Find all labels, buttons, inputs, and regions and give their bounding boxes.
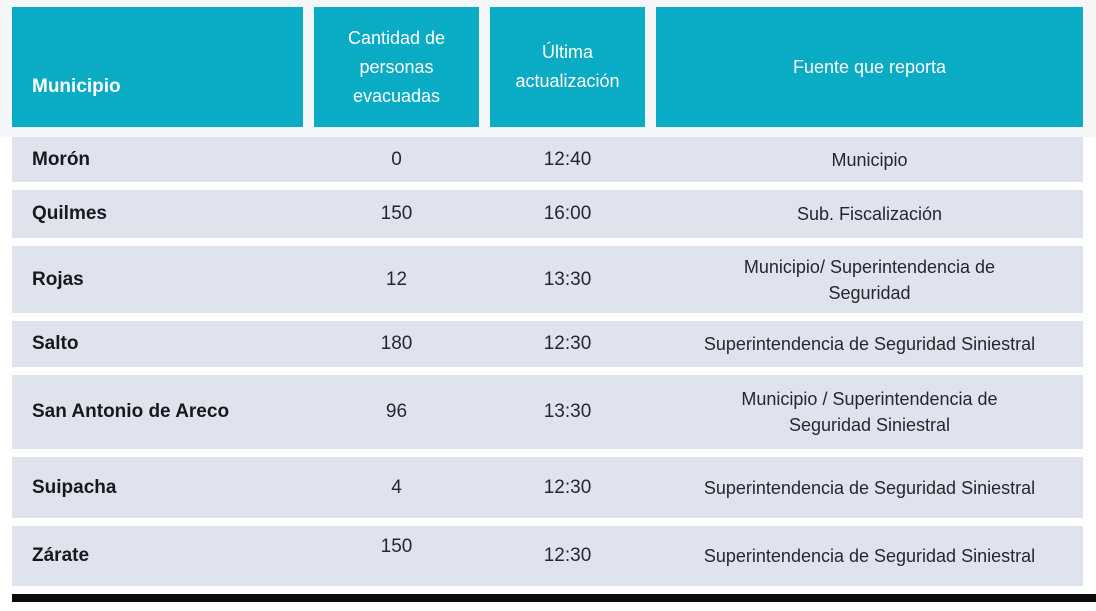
cell-personas-evacuadas: 150 <box>380 203 413 224</box>
cell-municipio: Morón <box>32 148 91 170</box>
cell-municipio: San Antonio de Areco <box>32 401 230 422</box>
cell-ultima-actualizacion: 12:40 <box>543 148 592 170</box>
table-row: Zárate 150 12:30 Superintendencia de Seguri… <box>12 526 1083 586</box>
cell-ultima-actualizacion: 12:30 <box>543 545 592 566</box>
cell-municipio: Suipacha <box>32 476 117 498</box>
cell-personas-evacuadas: 150 <box>380 536 413 557</box>
column-header-ultima-actualizacion: Última actualización <box>490 7 645 127</box>
cell-personas-evacuadas: 12 <box>385 268 408 290</box>
cell-ultima-actualizacion: 13:30 <box>543 401 592 422</box>
column-header-cantidad-evacuadas: Cantidad de personas evacuadas <box>314 7 479 127</box>
cell-fuente-que-reporta: Superintendencia de Seguridad Siniestral <box>703 477 1036 498</box>
table-row: Salto 180 12:30 Superintendencia de Segurid… <box>12 321 1083 367</box>
cell-ultima-actualizacion: 13:30 <box>543 268 592 290</box>
cell-personas-evacuadas: 96 <box>385 401 408 422</box>
cell-fuente-que-reporta: Municipio/ Superintendencia de Seguridad <box>743 256 996 303</box>
cell-fuente-que-reporta: Sub. Fiscalización <box>796 204 943 224</box>
cell-ultima-actualizacion: 16:00 <box>543 203 592 224</box>
table-row: Rojas 12 13:30 Municipio/ Superintendencia … <box>12 246 1083 313</box>
cell-fuente-que-reporta: Municipio / Superintendencia de Seguridad… <box>741 389 998 435</box>
cell-personas-evacuadas: 4 <box>391 476 402 498</box>
table-body: Morón 0 12:40 Municipio Quilmes 150 16:00 Sub. … <box>12 137 1083 586</box>
table-header-band: Municipio Cantidad de personas evacuadas… <box>0 0 1096 137</box>
table-row: Morón 0 12:40 Municipio <box>12 137 1083 182</box>
bottom-border-bar <box>12 594 1096 602</box>
cell-ultima-actualizacion: 12:30 <box>543 476 592 498</box>
cell-municipio: Zárate <box>32 545 90 566</box>
cell-fuente-que-reporta: Municipio <box>831 149 908 170</box>
column-header-municipio: Municipio <box>12 7 303 127</box>
cell-fuente-que-reporta: Superintendencia de Seguridad Siniestral <box>703 334 1036 354</box>
table-row: San Antonio de Areco 96 13:30 Municipio / S… <box>12 375 1083 449</box>
table-row: Quilmes 150 16:00 Sub. Fiscalización <box>12 190 1083 238</box>
cell-personas-evacuadas: 0 <box>391 148 402 170</box>
table-header-row: Municipio Cantidad de personas evacuadas… <box>12 7 1083 127</box>
cell-fuente-que-reporta: Superintendencia de Seguridad Siniestral <box>703 546 1036 566</box>
column-header-fuente: Fuente que reporta <box>656 7 1083 127</box>
cell-personas-evacuadas: 180 <box>380 333 413 354</box>
cell-ultima-actualizacion: 12:30 <box>543 333 592 354</box>
table-row: Suipacha 4 12:30 Superintendencia de Seguri… <box>12 457 1083 518</box>
cell-municipio: Rojas <box>32 268 84 290</box>
cell-municipio: Quilmes <box>32 203 107 224</box>
cell-municipio: Salto <box>32 333 79 354</box>
